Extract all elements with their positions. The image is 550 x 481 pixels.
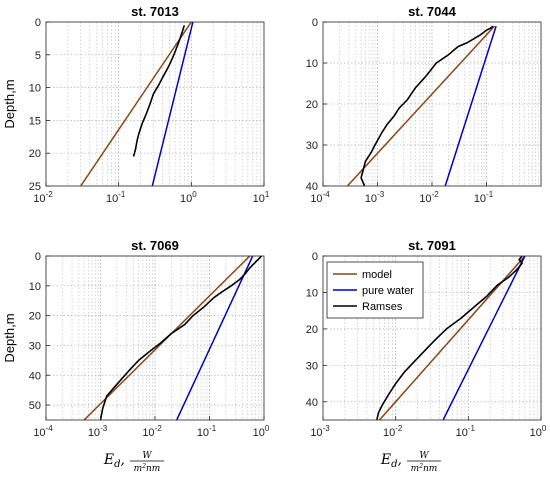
- y-tick-label: 10: [29, 83, 41, 95]
- y-tick-label: 10: [306, 58, 318, 70]
- series-line-pure-water: [442, 256, 526, 420]
- y-tick-label: 20: [306, 99, 318, 111]
- y-tick-label: 5: [35, 50, 41, 62]
- chart-title: st. 7091: [408, 238, 456, 253]
- panel-2: 10-4 10-3 10-2 10-1 0 10 20 30 40 st. 7044: [306, 4, 542, 205]
- series-line-ramses: [99, 256, 263, 420]
- x-tick-label: 100: [253, 424, 270, 439]
- plot-area: [46, 22, 264, 186]
- y-tick-label: 20: [306, 324, 318, 336]
- y-tick-label: 0: [35, 251, 41, 263]
- axes-frame: [322, 255, 542, 421]
- x-axis-label-main: Ed,: [103, 452, 125, 470]
- panel-1: 10-2 10-1 100 101 0 5 10 15 20 25 st. 7013 Depth,m: [2, 4, 270, 205]
- y-tick-label: 10: [29, 281, 41, 293]
- legend-label: pure water: [362, 285, 414, 297]
- x-tick-label: 10-1: [474, 190, 494, 205]
- x-tick-label: 10-2: [383, 424, 403, 439]
- y-tick-label: 25: [29, 181, 41, 193]
- x-tick-label: 10-2: [142, 424, 162, 439]
- panel-4: 10-3 10-2 10-1 100 0 10 20 30 40 st. 7091 Ed, Wm2nm…: [306, 238, 547, 474]
- y-axis-label: Depth,m: [2, 79, 17, 128]
- series-line-ramses: [132, 25, 186, 157]
- x-tick-label: 101: [253, 190, 270, 205]
- y-tick-label: 40: [306, 181, 318, 193]
- x-axis-label-den: m2nm: [134, 463, 161, 474]
- y-tick-label: 40: [29, 370, 41, 382]
- x-tick-label: 10-3: [310, 424, 330, 439]
- y-tick-label: 10: [306, 287, 318, 299]
- chart-title: st. 7044: [408, 4, 456, 19]
- y-tick-label: 40: [306, 397, 318, 409]
- x-tick-label: 10-1: [456, 424, 476, 439]
- x-tick-label: 100: [180, 190, 197, 205]
- series-group: [83, 256, 263, 420]
- legend-label: model: [362, 269, 392, 281]
- y-tick-label: 0: [312, 17, 318, 29]
- x-axis-label-num: W: [419, 451, 429, 461]
- x-axis-label-den: m2nm: [411, 463, 438, 474]
- y-tick-label: 50: [29, 400, 41, 412]
- series-group: [376, 256, 526, 420]
- series-line-pure-water: [444, 25, 497, 186]
- series-line-ramses: [360, 25, 494, 186]
- legend: model pure water Ramses: [326, 261, 424, 319]
- x-tick-label: 10-1: [106, 190, 126, 205]
- chart-title: st. 7013: [131, 4, 179, 19]
- x-tick-label: 10-2: [419, 190, 439, 205]
- series-line-model: [346, 25, 496, 186]
- legend-label: Ramses: [362, 301, 403, 313]
- x-tick-label: 10-1: [197, 424, 217, 439]
- y-tick-label: 0: [35, 17, 41, 29]
- y-tick-label: 15: [29, 115, 41, 127]
- y-tick-label: 30: [306, 360, 318, 372]
- axes-frame: [45, 21, 265, 187]
- chart-title: st. 7069: [131, 238, 179, 253]
- series-line-pure-water: [151, 22, 194, 186]
- x-tick-label: 10-3: [365, 190, 385, 205]
- y-tick-label: 20: [29, 148, 41, 160]
- series-group: [346, 25, 497, 186]
- x-tick-label: 10-2: [33, 190, 53, 205]
- x-axis-label-num: W: [142, 451, 152, 461]
- y-tick-label: 20: [29, 311, 41, 323]
- y-tick-label: 30: [29, 340, 41, 352]
- x-axis-label-main: Ed,: [380, 452, 402, 470]
- x-tick-label: 10-4: [33, 424, 53, 439]
- series-line-pure-water: [176, 256, 254, 420]
- x-tick-label: 100: [530, 424, 547, 439]
- series-line-ramses: [376, 256, 523, 420]
- x-tick-label: 10-4: [310, 190, 330, 205]
- y-tick-label: 30: [306, 140, 318, 152]
- x-tick-label: 10-3: [88, 424, 108, 439]
- panel-3: 10-4 10-3 10-2 10-1 100 0 10 20 30 40 50 st. 7069 De…: [2, 238, 270, 474]
- series-group: [80, 22, 194, 186]
- series-line-model: [80, 22, 192, 186]
- y-axis-label: Depth,m: [2, 313, 17, 362]
- y-tick-label: 0: [312, 251, 318, 263]
